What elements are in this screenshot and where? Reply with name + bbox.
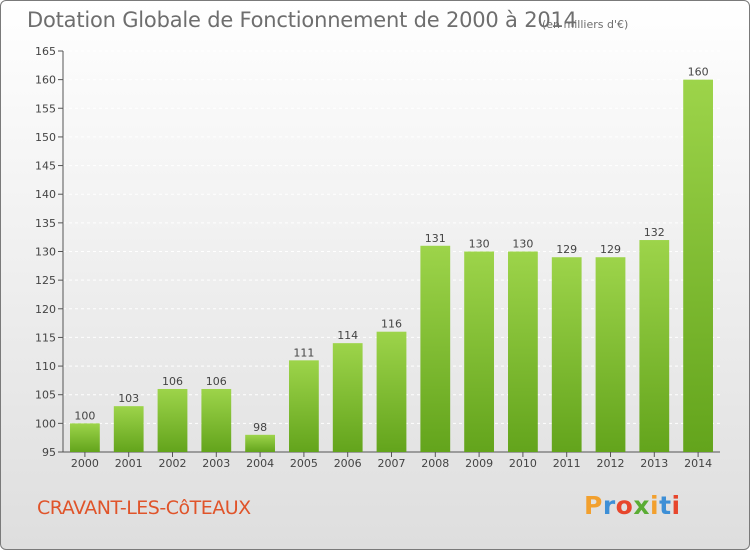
y-tick-label: 165	[35, 45, 56, 58]
logo-letter: r	[602, 491, 616, 520]
bar-value-label: 130	[512, 238, 533, 251]
bar-value-label: 103	[118, 392, 139, 405]
bar-value-label: 111	[293, 346, 314, 359]
y-tick-label: 95	[42, 446, 56, 459]
y-tick-label: 155	[35, 102, 56, 115]
bar-value-label: 131	[425, 232, 446, 245]
chart-title: Dotation Globale de Fonctionnement de 20…	[27, 8, 577, 32]
y-tick-label: 120	[35, 303, 56, 316]
y-tick-label: 140	[35, 188, 56, 201]
proxiti-logo: Proxiti	[584, 491, 681, 520]
y-tick-label: 115	[35, 331, 56, 344]
bar	[245, 434, 275, 452]
bar	[639, 240, 670, 452]
bar	[551, 257, 582, 452]
y-tick-label: 110	[35, 360, 56, 373]
logo-letter: P	[584, 491, 603, 520]
commune-name: CRAVANT-LES-CôTEAUX	[37, 497, 251, 519]
x-tick-label: 2001	[115, 457, 143, 470]
x-tick-label: 2009	[465, 457, 493, 470]
bar	[420, 245, 451, 452]
x-tick-label: 2011	[553, 457, 581, 470]
bar-value-label: 106	[162, 375, 183, 388]
y-tick-label: 150	[35, 131, 56, 144]
bar-value-label: 160	[688, 66, 709, 79]
logo-letter: x	[633, 491, 650, 520]
logo-letter: o	[615, 491, 634, 520]
logo-letter: i	[671, 491, 681, 520]
x-tick-label: 2008	[421, 457, 449, 470]
bar	[113, 406, 144, 452]
x-tick-label: 2010	[509, 457, 537, 470]
logo-letter: t	[659, 491, 672, 520]
bar	[70, 423, 100, 452]
bar-value-label: 98	[253, 421, 267, 434]
bar-value-label: 132	[644, 226, 665, 239]
bar-value-label: 100	[74, 409, 95, 422]
bar	[201, 388, 232, 452]
x-tick-label: 2002	[159, 457, 187, 470]
bar-value-label: 114	[337, 329, 358, 342]
x-tick-label: 2014	[684, 457, 712, 470]
bar	[464, 251, 494, 452]
y-tick-label: 135	[35, 217, 56, 230]
y-tick-label: 145	[35, 160, 56, 173]
x-tick-label: 2005	[290, 457, 318, 470]
y-tick-label: 100	[35, 417, 56, 430]
bar-value-label: 130	[469, 238, 490, 251]
y-tick-label: 130	[35, 246, 56, 259]
bar	[683, 79, 713, 453]
x-tick-label: 2000	[71, 457, 99, 470]
chart-subtitle: (en milliers d'€)	[542, 18, 629, 31]
bar	[508, 251, 538, 452]
x-tick-label: 2012	[597, 457, 625, 470]
x-tick-label: 2013	[640, 457, 668, 470]
bar	[376, 331, 407, 452]
y-tick-label: 105	[35, 389, 56, 402]
y-tick-label: 125	[35, 274, 56, 287]
x-tick-label: 2003	[202, 457, 230, 470]
logo-letter: i	[650, 491, 660, 520]
bar	[289, 360, 319, 452]
bar-value-label: 116	[381, 318, 402, 331]
x-tick-label: 2007	[378, 457, 406, 470]
bar	[332, 343, 363, 452]
bar	[157, 388, 188, 452]
bar-value-label: 129	[556, 243, 577, 256]
y-tick-label: 160	[35, 74, 56, 87]
bar	[595, 257, 626, 452]
bar-value-label: 106	[206, 375, 227, 388]
bar-value-label: 129	[600, 243, 621, 256]
x-tick-label: 2006	[334, 457, 362, 470]
x-tick-label: 2004	[246, 457, 274, 470]
